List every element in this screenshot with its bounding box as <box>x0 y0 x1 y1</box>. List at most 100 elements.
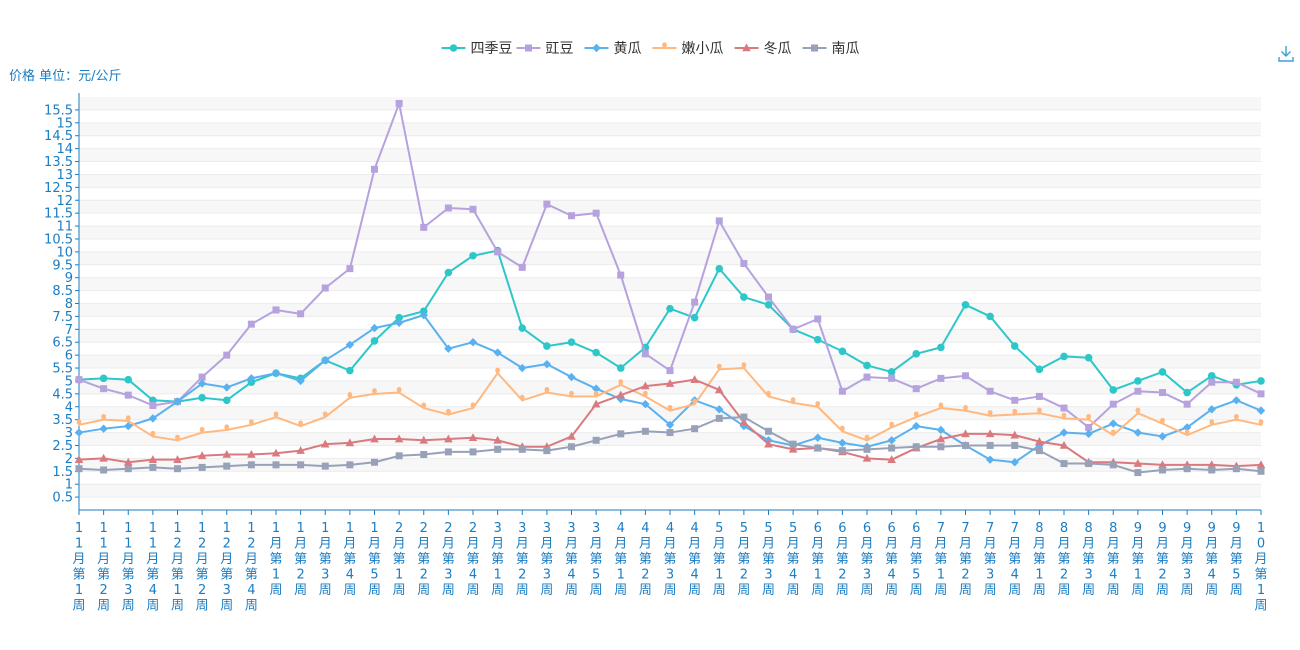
data-point <box>1085 423 1093 431</box>
data-point <box>567 338 576 347</box>
data-point <box>174 465 181 473</box>
data-point <box>197 379 207 388</box>
x-tick-label: 9 月第 4 周 <box>1205 521 1218 598</box>
data-point <box>519 394 525 402</box>
data-point <box>100 385 108 393</box>
x-tick-label: 7 月第 2 周 <box>959 521 972 598</box>
data-point <box>764 300 773 309</box>
data-point <box>149 463 157 471</box>
data-point <box>1183 400 1191 408</box>
data-point <box>593 390 599 398</box>
data-point <box>296 446 305 454</box>
x-tick-label: 7 月第 3 周 <box>984 521 997 598</box>
data-point <box>1158 460 1167 469</box>
data-point <box>913 411 919 419</box>
data-point <box>764 439 773 448</box>
data-point <box>962 441 969 449</box>
data-point <box>641 381 650 390</box>
data-point <box>616 390 626 399</box>
legend-swatch-marker <box>662 42 667 50</box>
data-point <box>446 408 451 416</box>
data-point <box>912 443 920 451</box>
data-point <box>1060 460 1068 468</box>
legend[interactable]: 四季豆 豇豆 黄瓜 嫩小瓜 冬瓜 南瓜 <box>441 40 860 57</box>
data-point <box>961 300 970 309</box>
data-point <box>321 284 329 292</box>
grid-band <box>79 200 1261 214</box>
legend-item[interactable]: 黄瓜 <box>584 40 642 57</box>
grid-band <box>79 277 1261 291</box>
data-point <box>715 264 724 273</box>
data-point <box>1011 396 1019 404</box>
legend-label: 豇豆 <box>546 41 574 57</box>
y-tick-label: 4.5 <box>52 387 73 402</box>
data-point <box>419 310 428 320</box>
data-point <box>273 411 279 419</box>
data-point <box>1109 419 1118 428</box>
data-point <box>591 384 601 393</box>
data-point <box>766 390 771 398</box>
data-point <box>372 388 377 396</box>
data-point <box>1059 428 1069 437</box>
data-point <box>1257 390 1265 398</box>
data-point <box>444 434 453 443</box>
x-tick-label: 6 月第 3 周 <box>860 521 873 598</box>
data-point <box>1035 447 1043 455</box>
data-point <box>1012 408 1018 416</box>
data-point <box>567 431 576 440</box>
data-point <box>665 420 675 430</box>
data-point <box>76 419 82 427</box>
x-tick-label: 4 月第 1 周 <box>614 521 627 598</box>
x-tick-label: 3 月第 2 周 <box>516 521 529 598</box>
data-point <box>444 344 453 353</box>
data-point <box>199 426 205 435</box>
y-axis-label: 价格 单位：元/公斤 <box>9 68 122 84</box>
legend-swatch-marker <box>449 44 458 52</box>
data-point <box>789 325 797 333</box>
data-point <box>838 438 847 448</box>
legend-item[interactable]: 南瓜 <box>802 41 860 57</box>
data-point <box>887 455 896 463</box>
data-point <box>1160 417 1165 426</box>
data-point <box>371 165 378 173</box>
data-point <box>1060 404 1068 412</box>
data-point <box>715 414 723 422</box>
x-tick-label: 5 月第 2 周 <box>737 521 750 598</box>
data-point <box>862 453 872 462</box>
data-point <box>937 343 945 352</box>
data-point <box>247 461 255 469</box>
x-tick-label: 9 月第 3 周 <box>1181 521 1194 598</box>
grid-band <box>79 174 1261 188</box>
data-point <box>321 462 329 470</box>
data-point <box>986 387 994 395</box>
legend-item[interactable]: 冬瓜 <box>734 41 792 57</box>
legend-item[interactable]: 豇豆 <box>516 41 574 57</box>
download-icon[interactable] <box>1278 46 1294 62</box>
data-point <box>1159 389 1166 397</box>
y-tick-label: 1 <box>65 478 73 493</box>
data-point <box>1133 428 1143 437</box>
data-point <box>469 251 477 260</box>
data-point <box>518 263 526 271</box>
data-point <box>813 335 822 344</box>
grid-lines <box>79 97 1261 511</box>
data-point <box>1084 429 1093 439</box>
data-point <box>788 444 798 453</box>
x-tick-label: 6 月第 2 周 <box>836 521 849 598</box>
y-tick-label: 8.5 <box>52 284 73 299</box>
y-tick-label: 13.5 <box>44 155 73 170</box>
data-point <box>345 340 355 349</box>
legend-item[interactable]: 四季豆 <box>441 41 513 57</box>
data-point <box>444 204 452 212</box>
data-point <box>740 413 748 421</box>
x-tick-label: 9 月第 2 周 <box>1156 521 1169 598</box>
data-point <box>346 461 354 469</box>
data-point <box>346 366 354 375</box>
data-point <box>961 429 970 438</box>
x-tick-label: 5 月第 1 周 <box>713 521 726 598</box>
x-tick-label: 8 月第 3 周 <box>1082 521 1095 598</box>
data-point <box>641 399 650 409</box>
legend-item[interactable]: 嫩小瓜 <box>652 41 724 57</box>
x-tick-label: 1 0 月第 1 周 <box>1254 521 1267 614</box>
data-point <box>1035 437 1044 445</box>
